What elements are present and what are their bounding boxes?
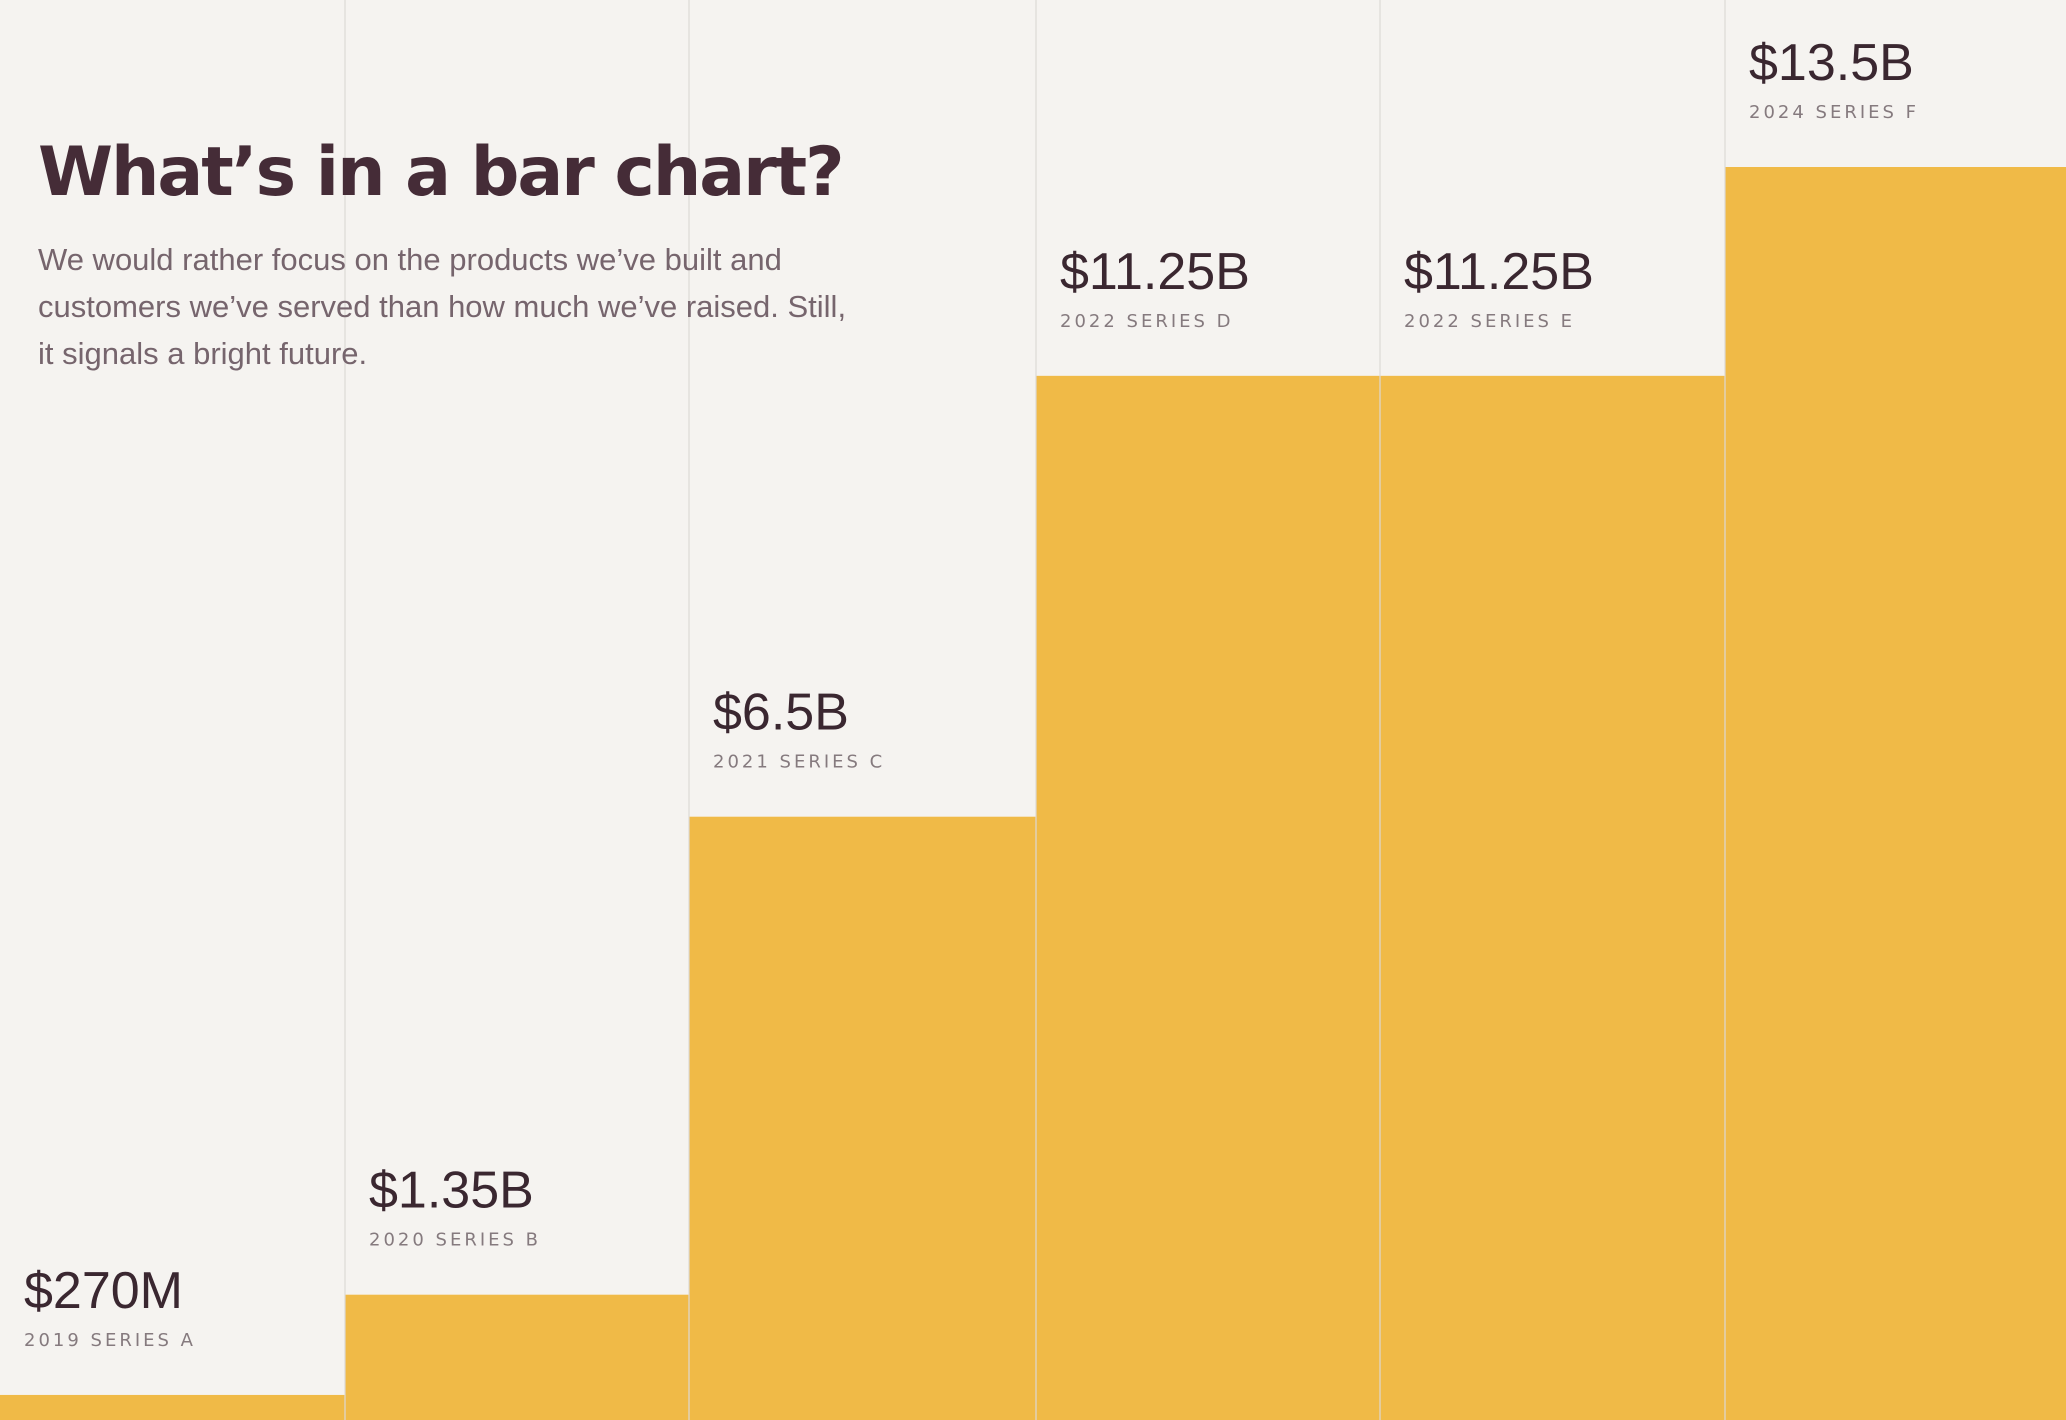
- page-subtitle: We would rather focus on the products we…: [38, 242, 847, 371]
- bar: [1725, 167, 2066, 1420]
- intro-block: What’s in a bar chart? We would rather f…: [38, 132, 898, 377]
- bar-value-label: $270M: [24, 1262, 183, 1320]
- bar-category-label: 2021 SERIES C: [713, 752, 885, 773]
- bar: [1036, 375, 1380, 1420]
- bar-value-label: $1.35B: [369, 1162, 534, 1220]
- bar: [0, 1394, 345, 1420]
- bar: [345, 1294, 689, 1420]
- bar-category-label: 2019 SERIES A: [24, 1330, 196, 1351]
- bar-category-label: 2022 SERIES D: [1060, 311, 1234, 332]
- page-title: What’s in a bar chart?: [38, 133, 845, 212]
- bar-category-label: 2022 SERIES E: [1404, 311, 1575, 332]
- bar-value-label: $11.25B: [1404, 243, 1594, 301]
- bar-category-label: 2024 SERIES F: [1749, 102, 1919, 123]
- bar: [689, 816, 1036, 1420]
- bar-value-label: $13.5B: [1749, 34, 1914, 92]
- bar: [1380, 375, 1725, 1420]
- bar-value-label: $6.5B: [713, 684, 849, 742]
- bar-category-label: 2020 SERIES B: [369, 1230, 541, 1251]
- bar-value-label: $11.25B: [1060, 243, 1250, 301]
